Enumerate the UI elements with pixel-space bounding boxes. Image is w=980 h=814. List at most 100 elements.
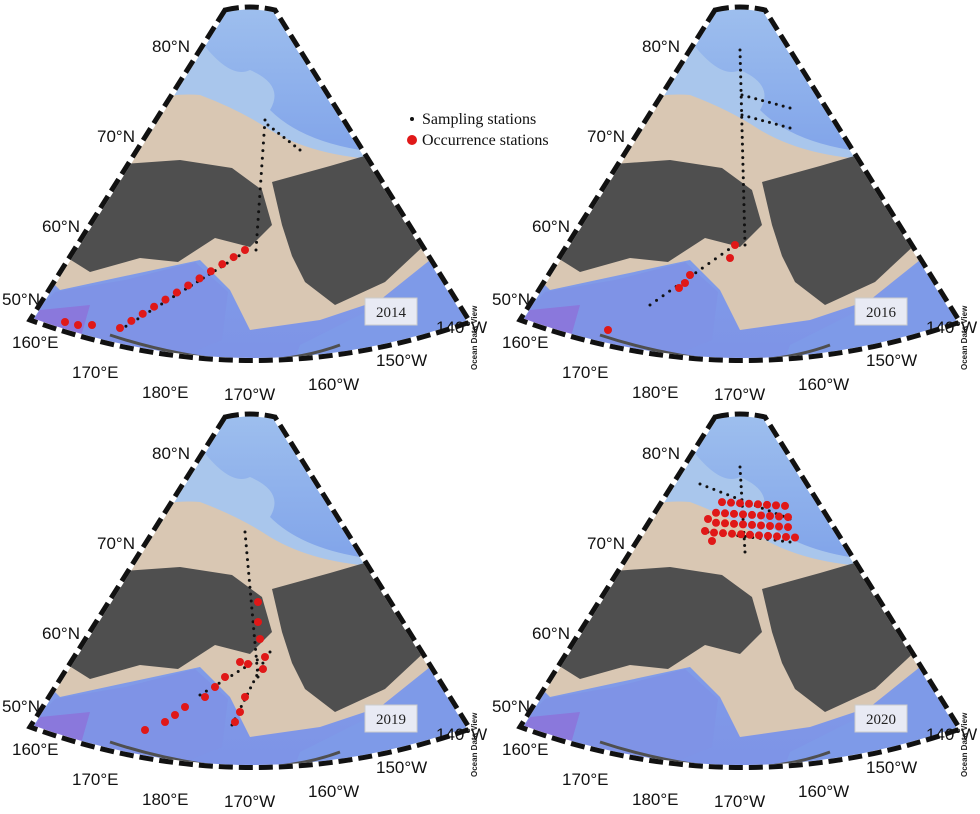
occurrence-station bbox=[766, 512, 774, 520]
occurrence-station bbox=[736, 499, 744, 508]
aleutians bbox=[599, 333, 831, 361]
sampling-station bbox=[261, 149, 265, 153]
map-area bbox=[30, 7, 470, 361]
longitude-label: 180°E bbox=[142, 790, 189, 809]
occurrence-station bbox=[221, 673, 229, 681]
sampling-station bbox=[255, 658, 259, 662]
aleutians bbox=[599, 740, 831, 768]
gulf-of-alaska bbox=[280, 262, 470, 361]
sampling-station bbox=[247, 578, 251, 582]
year-label: 2016 bbox=[866, 305, 897, 321]
sampling-station bbox=[743, 243, 747, 247]
sampling-station bbox=[256, 217, 260, 221]
year-label: 2014 bbox=[376, 305, 407, 321]
latitude-label: 50°N bbox=[2, 290, 40, 309]
sampling-station bbox=[713, 257, 717, 261]
occurrence-station bbox=[161, 295, 170, 304]
sampling-station bbox=[740, 142, 744, 146]
sampling-station bbox=[760, 506, 764, 510]
occurrence-station bbox=[259, 665, 267, 673]
sampling-station bbox=[260, 164, 264, 168]
sampling-station bbox=[742, 209, 746, 213]
sampling-station bbox=[767, 100, 771, 104]
sampling-station bbox=[239, 704, 243, 708]
longitude-label: 150°W bbox=[376, 351, 427, 370]
sampling-station bbox=[254, 654, 258, 658]
occurrence-station bbox=[755, 531, 763, 540]
sampling-station bbox=[788, 126, 792, 130]
sampling-station bbox=[247, 571, 251, 575]
latitude-label: 60°N bbox=[532, 217, 570, 236]
occurrence-station bbox=[254, 598, 262, 606]
sampling-station bbox=[261, 661, 265, 665]
occurrence-station bbox=[231, 718, 239, 726]
sampling-station bbox=[255, 661, 259, 665]
sampling-station bbox=[243, 530, 247, 534]
occurrence-station bbox=[61, 318, 69, 326]
occurrence-station bbox=[261, 653, 269, 661]
occurrence-station bbox=[171, 711, 179, 719]
occurrence-station bbox=[236, 708, 244, 716]
occurrence-station bbox=[88, 321, 96, 329]
longitude-label: 160°W bbox=[308, 782, 359, 801]
sampling-station bbox=[740, 129, 744, 133]
credit: Ocean Data View bbox=[470, 305, 479, 370]
sampling-station bbox=[788, 106, 792, 110]
sampling-station bbox=[253, 640, 257, 644]
sampling-station bbox=[747, 95, 751, 99]
sampling-station bbox=[743, 230, 747, 234]
longitude-label: 170°E bbox=[72, 363, 119, 382]
sampling-station bbox=[160, 302, 164, 306]
latitude-label: 60°N bbox=[42, 624, 80, 643]
sampling-station bbox=[252, 634, 256, 638]
sampling-station bbox=[261, 141, 265, 145]
map-panel: 80°N 70°N 60°N 50°N 160°E 170°E 180°E 170°W 160°… bbox=[492, 4, 977, 404]
occurrence-station bbox=[718, 498, 726, 507]
sampling-station bbox=[738, 465, 742, 469]
latitude-label: 70°N bbox=[97, 127, 135, 146]
sampling-station bbox=[217, 681, 221, 685]
year-box bbox=[854, 297, 908, 326]
sampling-station bbox=[741, 176, 745, 180]
sampling-station bbox=[781, 104, 785, 108]
latitude-label: 70°N bbox=[587, 127, 625, 146]
longitude-label: 180°E bbox=[632, 790, 679, 809]
legend-occurrence-marker bbox=[407, 135, 417, 145]
sampling-station bbox=[742, 203, 746, 207]
sampling-station bbox=[255, 668, 259, 672]
occurrence-station bbox=[726, 254, 734, 262]
occurrence-station bbox=[256, 635, 264, 643]
sampling-station bbox=[742, 537, 746, 541]
sampling-station bbox=[738, 61, 742, 65]
sampling-station bbox=[719, 490, 723, 494]
sampling-station bbox=[743, 236, 747, 240]
sampling-station bbox=[255, 674, 259, 678]
sampling-station bbox=[740, 109, 744, 113]
occurrence-station bbox=[138, 309, 147, 318]
occurrence-station bbox=[748, 520, 756, 529]
sampling-station bbox=[698, 482, 702, 486]
occurrence-station bbox=[244, 660, 252, 668]
map-area bbox=[520, 7, 960, 361]
sampling-station bbox=[124, 324, 128, 328]
sampling-station bbox=[739, 68, 743, 72]
sampling-station bbox=[266, 123, 270, 127]
occurrence-station bbox=[781, 501, 789, 510]
sampling-station bbox=[255, 233, 259, 237]
sampling-station bbox=[740, 122, 744, 126]
latitude-label: 60°N bbox=[532, 624, 570, 643]
occurrence-station bbox=[74, 321, 82, 329]
longitude-label: 170°W bbox=[714, 385, 765, 404]
sampling-station bbox=[747, 115, 751, 119]
sampling-station bbox=[668, 289, 672, 293]
occurrence-station bbox=[150, 302, 159, 311]
sampling-station bbox=[720, 252, 724, 256]
longitude-label: 160°W bbox=[798, 782, 849, 801]
longitude-label: 160°W bbox=[798, 375, 849, 394]
occurrence-station bbox=[681, 279, 689, 287]
sampling-station bbox=[739, 102, 743, 106]
occurrence-station bbox=[701, 527, 709, 535]
occurrence-station bbox=[704, 515, 712, 523]
occurrence-station bbox=[764, 531, 772, 540]
